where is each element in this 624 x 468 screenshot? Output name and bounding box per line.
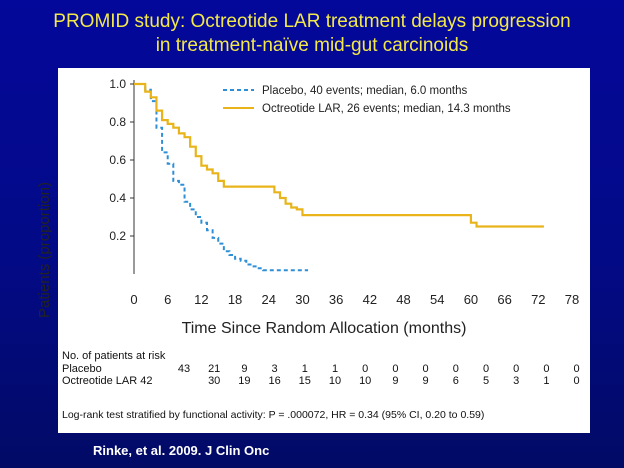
risk-count: 0 (362, 363, 369, 375)
risk-count: 0 (543, 363, 550, 375)
x-tick-label: 66 (497, 292, 511, 307)
x-tick-label: 0 (130, 292, 137, 307)
risk-table-title: No. of patients at risk (62, 350, 166, 362)
y-tick-label: 0.8 (109, 115, 126, 129)
x-tick-label: 6 (164, 292, 171, 307)
risk-count: 3 (271, 363, 278, 375)
risk-count: 9 (241, 363, 248, 375)
risk-count: 5 (482, 375, 490, 387)
risk-count: 1 (331, 363, 339, 375)
risk-count: 0 (452, 363, 459, 375)
x-tick-label: 36 (329, 292, 343, 307)
risk-count: 30 (208, 375, 221, 387)
risk-count: 0 (482, 363, 490, 375)
x-tick-label: 18 (228, 292, 242, 307)
y-tick-label: 0.2 (109, 229, 126, 243)
x-tick-label: 24 (262, 292, 276, 307)
risk-count: 10 (359, 375, 372, 387)
risk-count: 0 (513, 363, 520, 375)
x-axis-label: Time Since Random Allocation (months) (181, 320, 467, 337)
risk-count: 16 (268, 375, 281, 387)
x-tick-label: 12 (194, 292, 208, 307)
risk-count: 0 (422, 363, 429, 375)
risk-count: 3 (513, 375, 520, 387)
risk-row-label: Octreotide LAR 42 (62, 375, 153, 387)
risk-row-label: Placebo (62, 363, 102, 375)
placebo-curve (134, 83, 309, 272)
chart-panel: Patients (proportion) 1.0 0.8 0.6 0.4 0.2 0 6 1… (36, 68, 590, 433)
x-tick-label: 60 (464, 292, 478, 307)
risk-count: 6 (452, 375, 459, 387)
y-tick-label: 0.4 (109, 191, 126, 205)
risk-count: 43 (177, 363, 191, 375)
risk-count: 1 (543, 375, 550, 387)
risk-count: 0 (573, 375, 580, 387)
risk-count: 0 (573, 363, 580, 375)
risk-count: 1 (301, 363, 308, 375)
risk-count: 21 (208, 363, 221, 375)
risk-count: 10 (328, 375, 342, 387)
x-tick-label: 48 (396, 292, 410, 307)
x-tick-label: 54 (430, 292, 444, 307)
x-tick-label: 72 (531, 292, 545, 307)
risk-count: 9 (422, 375, 429, 387)
slide-title-line1: PROMID study: Octreotide LAR treatment d… (53, 11, 571, 32)
risk-count: 15 (298, 375, 311, 387)
citation: Rinke, et al. 2009. J Clin Onc (93, 443, 270, 458)
y-axis-label: Patients (proportion) (36, 182, 53, 318)
risk-count: 9 (392, 375, 399, 387)
x-tick-label: 78 (565, 292, 579, 307)
slide-title-line2: in treatment-naïve mid-gut carcinoids (155, 35, 469, 56)
statistics-footnote: Log-rank test stratified by functional a… (62, 409, 485, 421)
x-tick-label: 42 (363, 292, 377, 307)
slide-title: PROMID study: Octreotide LAR treatment d… (0, 10, 624, 58)
risk-count: 0 (392, 363, 399, 375)
x-tick-label: 30 (295, 292, 309, 307)
legend-label: Octreotide LAR, 26 events; median, 14.3 … (262, 103, 511, 115)
y-tick-label: 1.0 (109, 77, 126, 91)
legend-label: Placebo, 40 events; median, 6.0 months (262, 85, 467, 97)
km-chart: 1.0 0.8 0.6 0.4 0.2 0 6 12 18 24 30 36 42 48 54 60 66 72 7… (109, 77, 579, 307)
y-tick-label: 0.6 (109, 153, 126, 167)
risk-count: 19 (238, 375, 251, 387)
octreotide-curve (134, 82, 544, 228)
